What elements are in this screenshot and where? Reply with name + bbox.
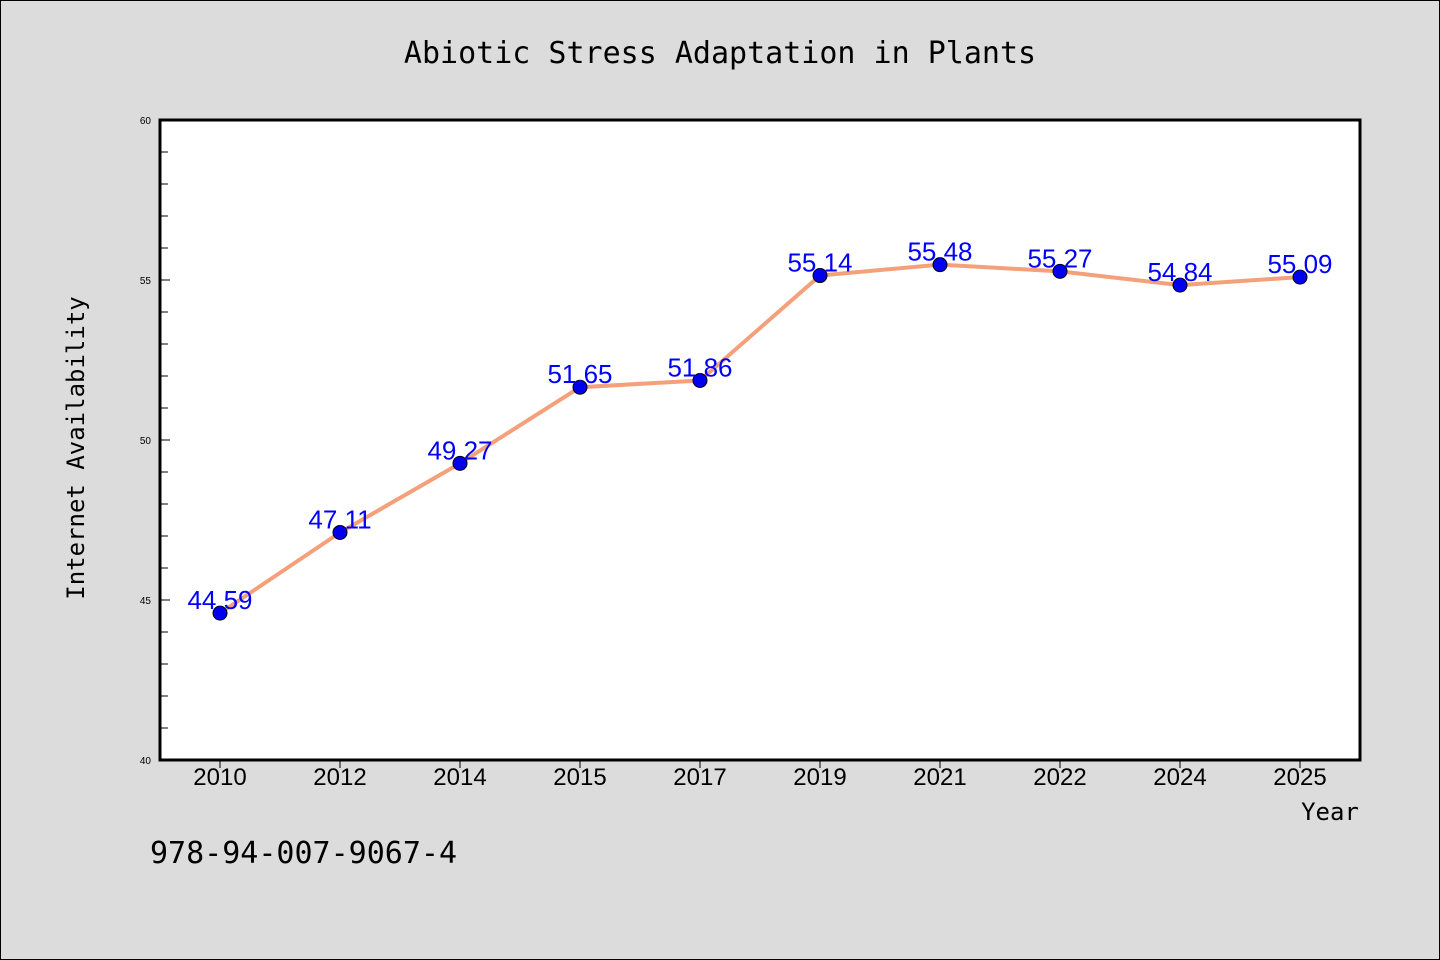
x-tick-label: 2010 xyxy=(193,764,246,791)
y-tick-label: 60 xyxy=(140,116,152,127)
data-label: 47.11 xyxy=(308,504,371,534)
data-point xyxy=(692,372,708,388)
data-point xyxy=(1052,263,1068,279)
x-tick-label: 2021 xyxy=(913,764,966,791)
x-tick-label: 2025 xyxy=(1273,764,1326,791)
x-tick-label: 2017 xyxy=(673,764,726,791)
data-point xyxy=(332,524,348,540)
x-tick-label: 2015 xyxy=(553,764,606,791)
data-point xyxy=(812,268,828,284)
data-point xyxy=(1292,269,1308,285)
data-label: 49.27 xyxy=(427,435,492,465)
x-tick-label: 2012 xyxy=(313,764,366,791)
x-axis: 2010 2012 2014 2015 2017 2019 2021 2022 2024 2025 xyxy=(193,760,1327,791)
data-label: 51.65 xyxy=(547,359,612,389)
data-label: 55.14 xyxy=(787,248,852,278)
data-label: 44.59 xyxy=(187,585,252,615)
data-label: 54.84 xyxy=(1147,257,1212,287)
x-tick-label: 2014 xyxy=(433,764,486,791)
y-tick-label: 50 xyxy=(140,436,152,447)
y-axis-label: Internet Availability xyxy=(62,296,90,599)
x-tick-label: 2019 xyxy=(793,764,846,791)
data-point xyxy=(572,379,588,395)
data-label: 55.48 xyxy=(907,237,972,267)
x-tick-label: 2022 xyxy=(1033,764,1086,791)
y-tick-label: 45 xyxy=(140,596,152,607)
isbn-text: 978-94-007-9067-4 xyxy=(150,836,457,871)
plot-area xyxy=(158,118,1362,762)
data-label: 55.27 xyxy=(1027,243,1092,273)
data-point xyxy=(452,455,468,471)
data-label: 55.09 xyxy=(1267,249,1332,279)
data-labels: 44.59 47.11 49.27 51.65 51.86 55.14 55.48 55.27… xyxy=(187,237,1332,615)
series-markers xyxy=(212,257,1308,621)
x-axis-label: Year xyxy=(1301,798,1359,826)
data-label: 51.86 xyxy=(667,352,732,382)
y-axis: 40 45 50 55 60 xyxy=(140,116,170,767)
y-tick-label: 40 xyxy=(140,756,152,767)
data-point xyxy=(212,605,228,621)
chart-title: Abiotic Stress Adaptation in Plants xyxy=(404,36,1036,71)
series-line xyxy=(218,262,1301,615)
data-point xyxy=(1172,277,1188,293)
data-point xyxy=(932,257,948,273)
y-tick-label: 55 xyxy=(140,276,152,287)
x-tick-label: 2024 xyxy=(1153,764,1206,791)
